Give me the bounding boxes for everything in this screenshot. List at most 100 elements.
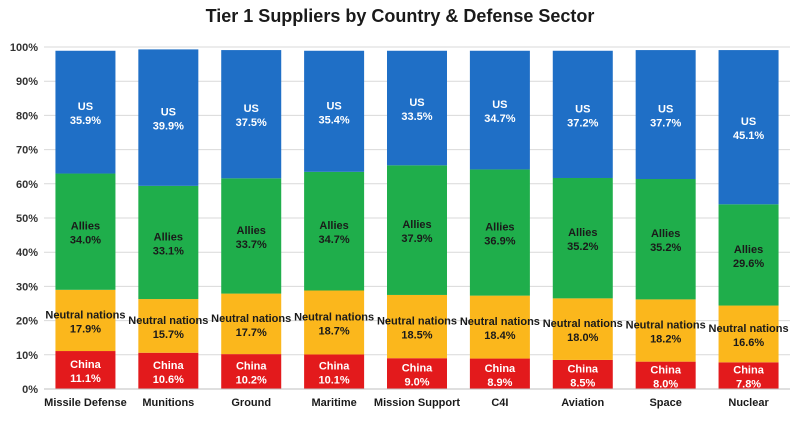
data-label-series: Allies	[71, 221, 100, 233]
data-label-value: 18.0%	[567, 332, 598, 344]
data-label-value: 10.6%	[153, 374, 184, 386]
data-label-series: Allies	[651, 228, 680, 240]
bar-segment-china	[304, 354, 365, 389]
data-label-series: China	[733, 365, 764, 377]
data-label-series: China	[402, 363, 433, 375]
x-tick-label: C4I	[491, 397, 508, 409]
data-label-series: China	[236, 361, 267, 373]
y-tick-label: 50%	[16, 213, 38, 225]
bar-segment-allies	[138, 185, 199, 300]
data-label-value: 9.0%	[404, 377, 429, 389]
data-label-series: US	[658, 104, 673, 116]
y-tick-label: 0%	[22, 384, 38, 396]
data-label-series: China	[70, 359, 101, 371]
bar-segment-china	[552, 359, 613, 389]
data-label-value: 36.9%	[484, 236, 515, 248]
y-tick-label: 90%	[16, 76, 38, 88]
bar-segment-us	[55, 50, 116, 174]
y-tick-label: 100%	[10, 42, 38, 54]
data-label-value: 29.6%	[733, 258, 764, 270]
bar-segment-neutral-nations	[55, 289, 116, 352]
data-label-value: 10.1%	[319, 375, 350, 387]
data-label-value: 18.7%	[319, 325, 350, 337]
bar-segment-china	[635, 361, 696, 389]
bar-segment-us	[304, 50, 365, 172]
data-label-value: 37.5%	[236, 117, 267, 129]
bar-segment-china	[469, 358, 530, 389]
data-label-series: US	[326, 100, 341, 112]
bar-segment-neutral-nations	[718, 305, 779, 363]
data-label-value: 8.5%	[570, 377, 595, 389]
x-tick-label: Maritime	[311, 397, 356, 409]
bar-segment-us	[221, 50, 282, 179]
data-label-series: Allies	[568, 227, 597, 239]
data-label-series: Allies	[237, 225, 266, 237]
bar-segment-allies	[221, 178, 282, 294]
data-label-series: Neutral nations	[377, 316, 457, 328]
data-label-series: Neutral nations	[709, 323, 789, 335]
data-label-value: 10.2%	[236, 375, 267, 387]
bar-segment-us	[469, 50, 530, 170]
data-label-series: Allies	[485, 222, 514, 234]
x-tick-label: Munitions	[142, 397, 194, 409]
x-tick-label: Nuclear	[728, 397, 769, 409]
data-label-value: 35.2%	[567, 241, 598, 253]
bar-segment-neutral-nations	[469, 295, 530, 359]
bar-segment-neutral-nations	[221, 293, 282, 355]
x-tick-label: Aviation	[561, 397, 604, 409]
data-label-series: Neutral nations	[211, 313, 291, 325]
y-tick-label: 10%	[16, 350, 38, 362]
bar-segment-china	[221, 354, 282, 389]
bar-segment-allies	[55, 173, 116, 290]
data-label-value: 33.1%	[153, 245, 184, 257]
bar-segment-allies	[552, 177, 613, 299]
bar-segment-allies	[635, 179, 696, 300]
bar-segment-allies	[718, 204, 779, 306]
data-label-value: 35.9%	[70, 115, 101, 127]
data-label-series: China	[650, 364, 681, 376]
data-label-value: 7.8%	[736, 379, 761, 391]
y-tick-label: 40%	[16, 247, 38, 259]
data-label-series: Neutral nations	[45, 309, 125, 321]
data-label-series: Neutral nations	[128, 315, 208, 327]
data-label-series: Allies	[319, 220, 348, 232]
bar-segment-us	[138, 49, 199, 186]
data-label-value: 37.2%	[567, 117, 598, 129]
data-label-series: China	[567, 363, 598, 375]
data-label-value: 37.9%	[401, 233, 432, 245]
bar-segment-neutral-nations	[304, 290, 365, 355]
chart-title: Tier 1 Suppliers by Country & Defense Se…	[205, 6, 595, 26]
bar-segment-china	[718, 362, 779, 389]
bar-segment-us	[552, 50, 613, 178]
data-label-value: 18.4%	[484, 330, 515, 342]
bar-segment-us	[387, 50, 447, 166]
data-label-series: Allies	[734, 244, 763, 256]
x-tick-label: Space	[649, 397, 681, 409]
bar-segment-china	[387, 358, 447, 389]
data-label-series: US	[492, 99, 507, 111]
data-label-value: 18.2%	[650, 334, 681, 346]
y-tick-label: 20%	[16, 316, 38, 328]
bar-segment-neutral-nations	[552, 298, 613, 360]
data-label-series: US	[78, 101, 93, 113]
data-label-series: Neutral nations	[543, 318, 623, 330]
bar-segment-allies	[469, 169, 530, 296]
bar-segment-neutral-nations	[635, 299, 696, 362]
bar-segment-china	[138, 352, 199, 389]
data-label-value: 37.7%	[650, 118, 681, 130]
data-label-series: US	[244, 103, 259, 115]
data-label-series: US	[161, 107, 176, 119]
data-label-value: 18.5%	[401, 330, 432, 342]
data-label-value: 16.6%	[733, 337, 764, 349]
data-label-value: 39.9%	[153, 121, 184, 133]
bar-segment-china	[55, 351, 116, 389]
bar-segment-neutral-nations	[387, 294, 447, 359]
data-label-value: 15.7%	[153, 329, 184, 341]
data-label-value: 35.2%	[650, 242, 681, 254]
bar-segment-allies	[304, 171, 365, 291]
data-label-value: 34.7%	[484, 113, 515, 125]
data-label-value: 33.7%	[236, 239, 267, 251]
data-label-value: 11.1%	[70, 373, 101, 385]
